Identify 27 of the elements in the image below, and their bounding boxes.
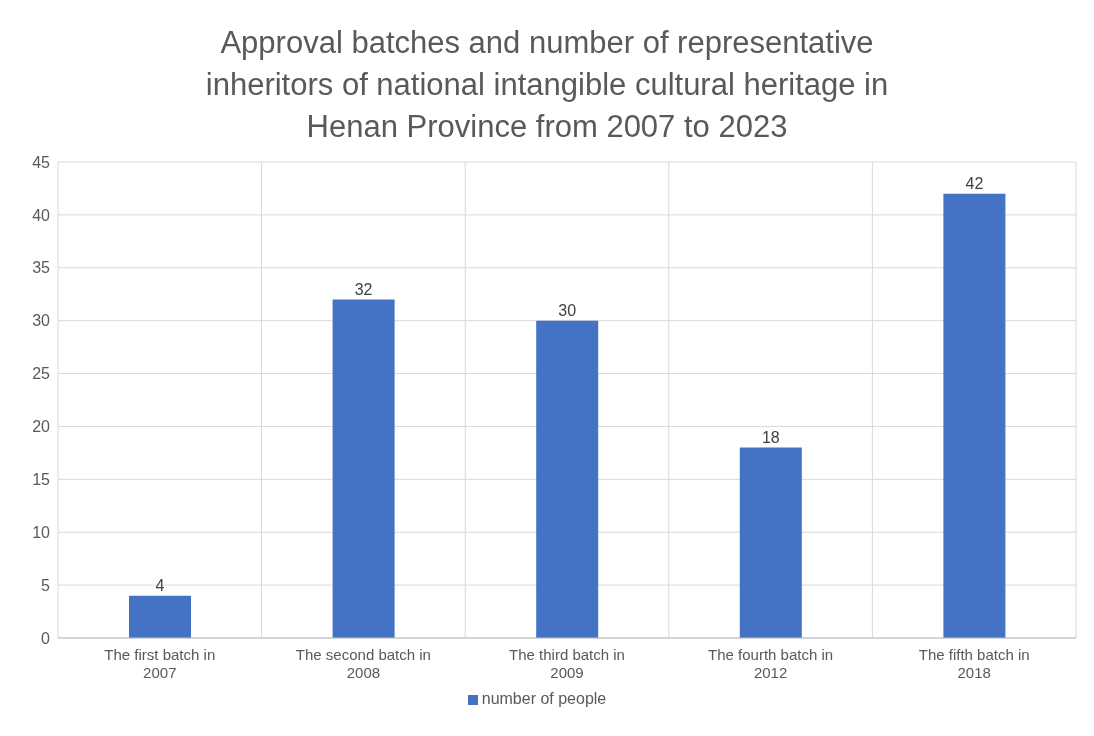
y-tick-label: 20	[32, 418, 51, 436]
y-tick-label: 0	[41, 629, 51, 647]
data-label: 18	[761, 428, 780, 446]
bar	[332, 299, 395, 638]
data-label: 42	[965, 174, 984, 192]
y-tick-label: 5	[41, 576, 51, 594]
chart-title: Approval batches and number of representative inheritors of national intangible cultural heritage in Henan Province from 2007 to 2023	[204, 24, 890, 146]
y-tick-label: 35	[32, 259, 51, 277]
x-tick-label: The third batch in 2009	[509, 646, 625, 681]
data-label: 30	[558, 301, 577, 319]
x-tick-label: The fourth batch in 2012	[708, 646, 834, 681]
y-tick-label: 25	[32, 365, 51, 383]
bar	[943, 193, 1006, 638]
bar	[536, 320, 599, 638]
y-tick-label: 30	[32, 312, 51, 330]
bar	[129, 595, 191, 638]
legend-label: number of people	[481, 690, 607, 707]
x-tick-label: The first batch in 2007	[104, 646, 216, 681]
y-tick-label: 45	[32, 153, 51, 171]
data-label: 4	[155, 576, 165, 594]
y-tick-label: 40	[32, 206, 51, 224]
x-tick-label: The fifth batch in 2018	[918, 646, 1030, 681]
data-label: 32	[354, 280, 373, 298]
y-tick-label: 10	[32, 523, 51, 541]
x-tick-label: The second batch in 2008	[295, 646, 431, 681]
y-tick-label: 15	[32, 471, 51, 489]
bar	[739, 447, 802, 638]
